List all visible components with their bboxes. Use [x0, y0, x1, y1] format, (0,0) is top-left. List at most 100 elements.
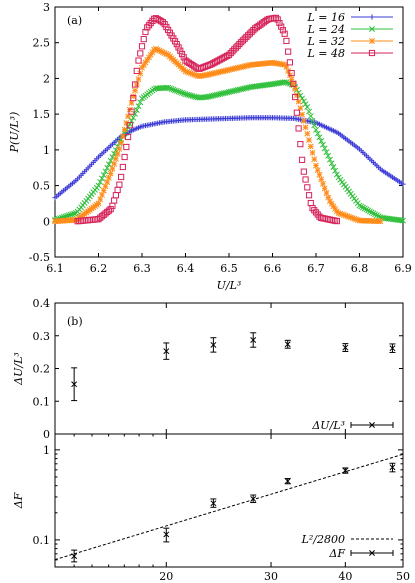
y-tick-label: 3 [43, 1, 50, 14]
data-point [210, 500, 217, 507]
marker-square [231, 46, 238, 53]
marker-square [274, 16, 281, 23]
data-point [363, 206, 370, 213]
data-point [276, 19, 283, 27]
data-point [100, 171, 107, 178]
y-axis-label: ΔF [12, 492, 25, 509]
marker-square [239, 37, 247, 44]
data-point [290, 80, 297, 87]
marker-d2 [309, 117, 316, 124]
marker-square [248, 28, 255, 35]
marker-d2 [323, 149, 330, 156]
data-point [126, 122, 133, 129]
marker-square [140, 36, 147, 43]
marker-d2 [307, 113, 314, 120]
data-point [118, 139, 125, 146]
data-point [71, 210, 78, 217]
marker-d2 [236, 86, 243, 93]
data-point [342, 344, 349, 351]
data-point [114, 186, 121, 194]
marker-square [298, 156, 306, 163]
marker-d2 [283, 79, 290, 86]
marker-d2 [130, 114, 137, 121]
data-point [224, 89, 231, 96]
data-point [165, 84, 172, 91]
marker-square [297, 141, 304, 148]
y-tick-label: 2.5 [33, 37, 51, 50]
marker-d2 [363, 206, 370, 213]
marker-d2 [165, 84, 172, 91]
data-point [293, 92, 300, 99]
panel-a-label: (a) [67, 14, 82, 27]
data-point [295, 125, 302, 132]
data-point [187, 92, 194, 99]
marker-d2 [180, 90, 187, 97]
data-point [133, 107, 140, 113]
marker-square [295, 125, 302, 132]
marker-square [246, 30, 253, 37]
data-point [135, 57, 142, 64]
marker-d2 [342, 344, 349, 351]
data-point [130, 93, 137, 100]
marker-d2 [170, 86, 177, 93]
marker-square [227, 49, 234, 57]
marker-d2 [64, 212, 71, 219]
data-point [246, 30, 253, 37]
marker-d2 [366, 208, 373, 215]
data-point [220, 90, 227, 97]
marker-square [225, 51, 233, 58]
x-tick-label: 6.2 [90, 262, 108, 275]
marker-d2 [213, 91, 220, 98]
data-point [330, 164, 337, 170]
data-point [245, 32, 252, 39]
legend-label: ΔF [328, 547, 345, 560]
data-point [389, 464, 396, 471]
data-point [140, 36, 147, 43]
data-point [243, 33, 250, 41]
data-point [123, 143, 130, 151]
legend-label: L²/2800 [301, 533, 345, 546]
data-point [318, 138, 325, 144]
marker-d2 [375, 213, 382, 220]
x-tick-label: 20 [159, 570, 173, 583]
data-point [205, 93, 212, 100]
data-point [97, 179, 104, 185]
marker-d2 [281, 79, 288, 86]
x-tick-label: 6.1 [46, 262, 64, 275]
x-tick-label: 6.4 [177, 262, 195, 275]
data-point [184, 91, 191, 98]
data-point [112, 192, 120, 199]
marker-square [272, 14, 280, 21]
marker-d2 [125, 124, 132, 131]
marker-square [222, 53, 229, 60]
data-point [163, 348, 170, 355]
marker-square [105, 207, 113, 214]
y-tick-label: 0 [43, 428, 50, 441]
data-point [398, 217, 405, 224]
data-point [156, 17, 163, 24]
data-point [229, 48, 236, 55]
data-point [119, 133, 126, 140]
data-point [178, 50, 186, 58]
data-point [358, 203, 365, 210]
marker-d2 [69, 211, 76, 218]
marker-square [285, 48, 292, 55]
marker-d2 [342, 467, 349, 474]
marker-d2 [220, 90, 227, 97]
data-point [304, 130, 311, 137]
data-point [206, 93, 213, 100]
marker-square [333, 218, 340, 225]
marker-square [133, 67, 140, 75]
y-tick-label: 0.3 [33, 330, 51, 343]
marker-d2 [368, 209, 375, 216]
data-point [114, 150, 121, 157]
legend-label: L = 24 [306, 23, 345, 36]
data-point [311, 156, 318, 163]
marker-square [114, 186, 121, 194]
marker-d2 [189, 93, 196, 100]
data-point [180, 90, 187, 97]
data-point [288, 69, 295, 77]
data-point [65, 212, 72, 219]
marker-d2 [206, 93, 213, 100]
